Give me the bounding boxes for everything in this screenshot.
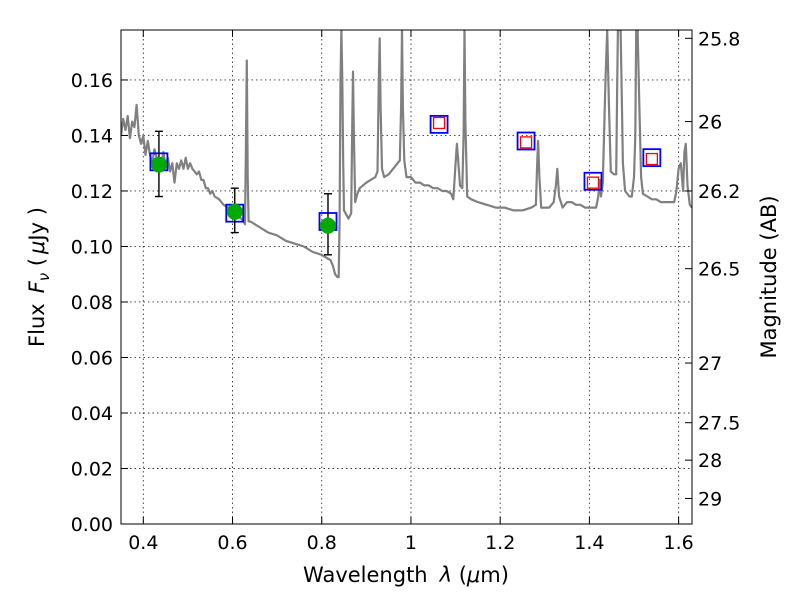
y-axis-unit-mu: μ — [25, 241, 49, 255]
model-square-marker — [429, 114, 449, 134]
y2-axis-label: Magnitude (AB) — [757, 195, 781, 358]
y2-tick-label: 27.5 — [698, 413, 740, 435]
x-tick-label: 1 — [405, 532, 417, 554]
y-tick-label: 0.06 — [71, 347, 113, 369]
x-tick-label: 1.6 — [664, 532, 694, 554]
y-tick-label: 0.02 — [71, 458, 113, 480]
limit-square-marker — [519, 136, 533, 149]
y-axis-label: Flux Fν ( μJy ) — [25, 207, 53, 347]
markers-layer — [149, 114, 662, 256]
y2-tick-label: 26 — [698, 112, 722, 134]
x-tick-label: 1.4 — [574, 532, 604, 554]
limit-square-marker — [432, 116, 446, 130]
y2-tick-label: 28 — [698, 450, 722, 472]
spectrum-layer — [121, 30, 692, 279]
y-tick-label: 0.10 — [71, 236, 113, 258]
y-tick-label: 0.12 — [71, 181, 113, 203]
x-axis-unit-rest: m) — [480, 563, 509, 587]
y-tick-label: 0.08 — [71, 292, 113, 314]
spectrum-line — [121, 30, 692, 279]
y-tick-label: 0.04 — [71, 403, 113, 425]
x-tick-label: 0.4 — [128, 532, 158, 554]
y-axis-symbol: F — [25, 280, 49, 293]
ticks-layer: 0.4 0.6 0.8 1 1.2 1.4 1.6 0.00 0.02 0.04 0.06 0.08 0… — [71, 28, 741, 554]
plot-frame — [120, 29, 693, 525]
y2-tick-label: 26.5 — [698, 259, 740, 281]
y2-tick-label: 26.2 — [698, 181, 740, 203]
x-axis-label-text: Wavelength — [303, 563, 428, 587]
observed-point — [319, 217, 336, 234]
x-axis-label: Wavelength λ (μm) — [303, 563, 509, 587]
y-axis-unit-open: ( — [25, 258, 49, 273]
y-tick-label: 0.14 — [71, 125, 113, 147]
y2-tick-label: 27 — [698, 353, 722, 375]
y-tick-label: 0.00 — [71, 514, 113, 536]
model-square-marker — [642, 148, 662, 168]
model-square-marker — [516, 131, 536, 151]
x-tick-label: 0.6 — [217, 532, 247, 554]
y-tick-label: 0.16 — [71, 70, 113, 92]
x-tick-label: 1.2 — [485, 532, 515, 554]
y2-tick-label: 29 — [698, 488, 722, 510]
limit-square-marker — [645, 152, 659, 166]
plot-background — [121, 30, 692, 524]
y-axis-label-text: Flux — [25, 303, 49, 347]
x-axis-symbol: λ — [439, 563, 452, 587]
model-square-marker — [583, 171, 603, 191]
y2-tick-label: 25.8 — [698, 28, 740, 50]
limit-square-marker — [586, 176, 600, 189]
y-axis-unit-rest: Jy ) — [25, 207, 49, 243]
observed-point — [226, 203, 243, 220]
y-axis-subscript: ν — [35, 273, 53, 281]
x-axis-unit-open: ( — [452, 563, 467, 587]
observed-point — [150, 156, 167, 173]
x-axis-unit-mu: μ — [466, 563, 480, 587]
x-tick-label: 0.8 — [307, 532, 337, 554]
